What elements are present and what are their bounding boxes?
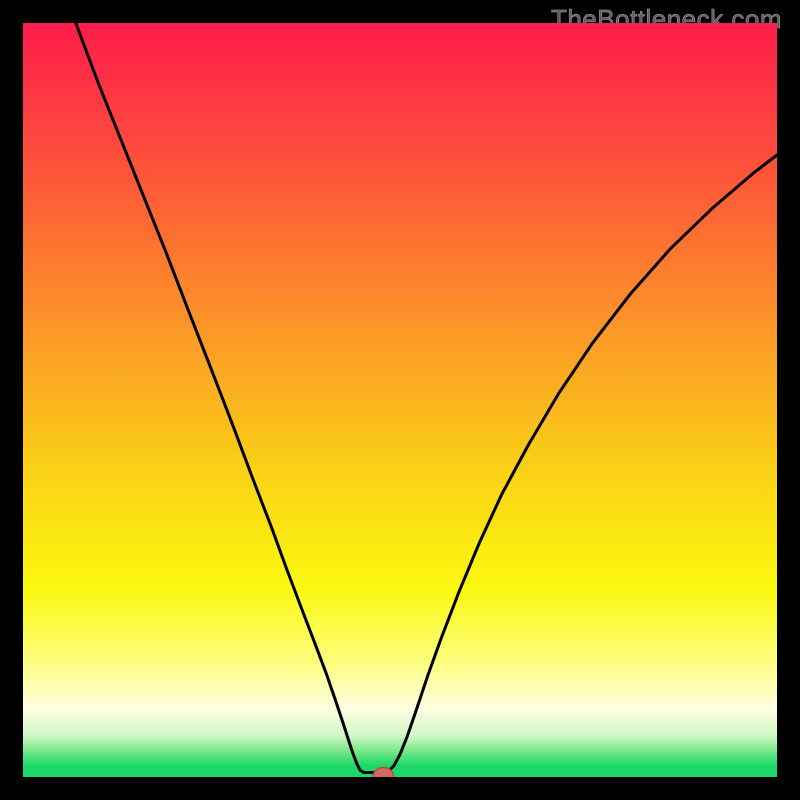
bottleneck-chart — [23, 23, 777, 777]
optimal-point-marker — [373, 767, 393, 777]
chart-frame: TheBottleneck.com — [0, 0, 800, 800]
chart-svg — [23, 23, 777, 777]
chart-background — [23, 23, 777, 777]
